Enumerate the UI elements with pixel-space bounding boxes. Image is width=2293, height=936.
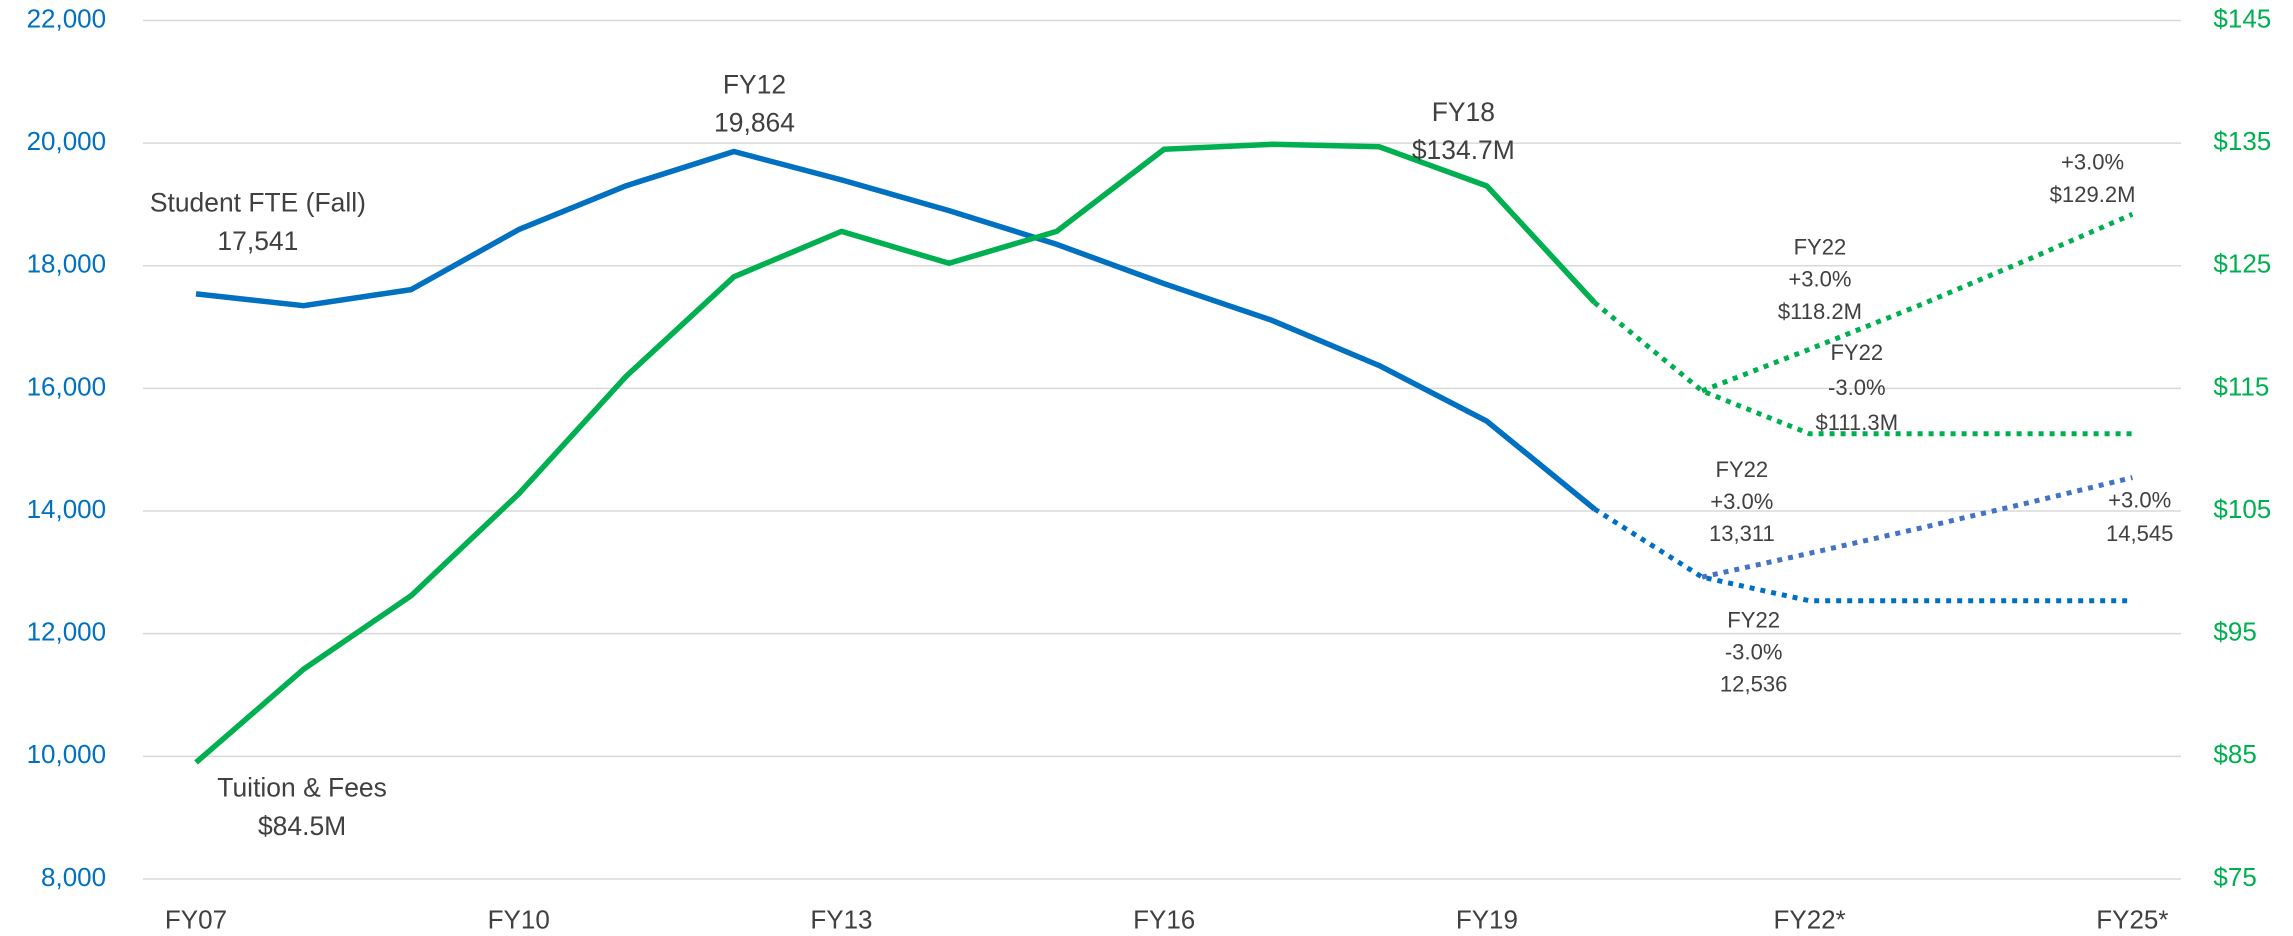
y2-tick-label: $95	[2213, 617, 2256, 647]
y2-tick-label: $75	[2213, 862, 2256, 892]
series-line	[1701, 475, 2133, 580]
annotation: FY22	[1727, 607, 1780, 632]
x-tick-label: FY07	[165, 904, 227, 934]
y2-tick-label: $125	[2213, 249, 2271, 279]
x-tick-label: FY22*	[1774, 904, 1846, 934]
y-tick-label: 12,000	[27, 617, 107, 647]
annotation: $118.2M	[1778, 299, 1862, 324]
annotation: FY22	[1716, 457, 1769, 482]
annotation: $84.5M	[258, 811, 346, 841]
annotation: Student FTE (Fall)	[150, 188, 366, 218]
x-tick-label: FY25*	[2096, 904, 2168, 934]
annotation: $129.2M	[2050, 182, 2136, 207]
annotation: 14,545	[2106, 521, 2173, 546]
annotation: -3.0%	[1725, 640, 1783, 665]
annotation: Tuition & Fees	[217, 773, 387, 803]
series-line	[194, 141, 1597, 765]
x-tick-label: FY16	[1133, 904, 1195, 934]
y-tick-label: 22,000	[27, 3, 107, 33]
annotation: +3.0%	[1710, 489, 1773, 514]
series-line	[195, 148, 1597, 512]
annotation: 17,541	[217, 226, 298, 256]
annotation: $111.3M	[1816, 410, 1899, 435]
x-tick-label: FY19	[1456, 904, 1518, 934]
y2-tick-label: $145	[2213, 3, 2271, 33]
annotation: +3.0%	[1788, 267, 1851, 292]
y2-tick-label: $115	[2213, 371, 2269, 401]
annotation: $134.7M	[1412, 135, 1515, 165]
annotation: 12,536	[1720, 672, 1787, 697]
annotation: FY12	[723, 69, 786, 99]
y2-tick-label: $105	[2213, 494, 2271, 524]
annotation: +3.0%	[2108, 487, 2171, 512]
annotation: FY22	[1830, 340, 1883, 365]
y-tick-label: 10,000	[27, 739, 107, 769]
annotation: 19,864	[714, 107, 795, 137]
annotation: 13,311	[1709, 521, 1775, 546]
y-tick-label: 14,000	[27, 494, 107, 524]
annotation: +3.0%	[2061, 150, 2124, 175]
y-tick-label: 18,000	[27, 249, 107, 279]
y-tick-label: 8,000	[41, 862, 106, 892]
annotation: FY22	[1794, 234, 1847, 259]
x-tick-label: FY13	[810, 904, 872, 934]
y-tick-label: 20,000	[27, 126, 107, 156]
y-tick-label: 16,000	[27, 371, 107, 401]
series-line	[1701, 211, 2134, 394]
y2-tick-label: $85	[2213, 739, 2256, 769]
annotation: FY18	[1432, 97, 1495, 127]
y2-tick-label: $135	[2213, 126, 2271, 156]
x-tick-label: FY10	[488, 904, 550, 934]
series-line	[1592, 300, 2133, 437]
series-line	[1593, 506, 2133, 604]
annotation: -3.0%	[1828, 375, 1886, 400]
